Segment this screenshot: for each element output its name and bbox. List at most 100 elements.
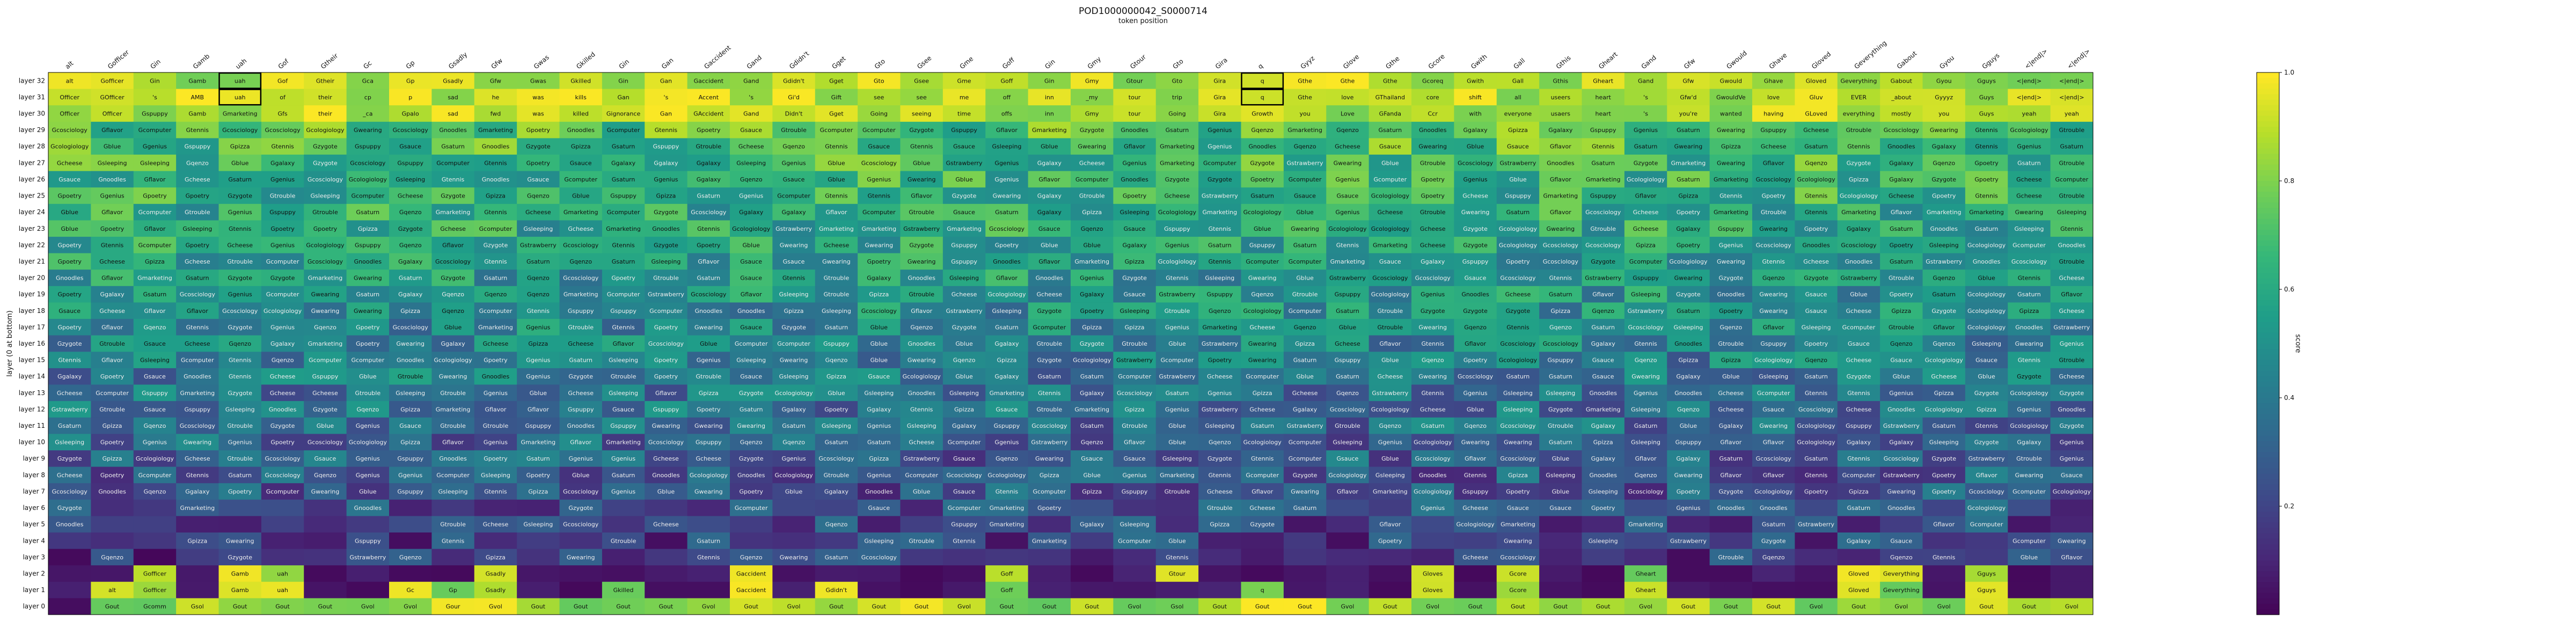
cell-token-label: Gtrouble xyxy=(2059,193,2084,200)
cell-token-label: Gnoodles xyxy=(2015,324,2043,331)
cell-token-label: Gcologiology xyxy=(1967,308,2006,315)
cell-token-label: Gnoodles xyxy=(2058,406,2086,413)
cell-token-label: Gqenzo xyxy=(1933,275,1955,282)
cell-token-label: Gqenzo xyxy=(399,209,422,216)
heatmap-cell xyxy=(1624,121,1667,138)
heatmap-cell xyxy=(1326,72,1370,90)
heatmap-cell xyxy=(1880,89,1923,106)
cell-token-label: Gcomputer xyxy=(1161,357,1194,364)
cell-token-label: Ggenius xyxy=(356,472,380,479)
cell-token-label: Gspuppy xyxy=(951,258,977,265)
cell-token-label: Gpoetry xyxy=(58,324,82,331)
heatmap-cell xyxy=(1582,549,1625,566)
heatmap-cell xyxy=(1624,105,1667,122)
cell-token-label: Gofficer xyxy=(143,587,167,594)
x-tick-label: Geverything xyxy=(1853,39,1888,70)
cell-token-label: Gout xyxy=(1681,603,1696,610)
cell-token-label: Gcheese xyxy=(1378,373,1403,380)
heatmap-cell xyxy=(261,89,304,106)
cell-token-label: Gtennis xyxy=(229,225,252,232)
cell-token-label: Gsaturn xyxy=(1293,357,1317,364)
cell-token-label: Goff xyxy=(1001,77,1013,84)
cell-token-label: Ggalaxy xyxy=(100,291,125,298)
cell-token-label: Gzygote xyxy=(313,406,338,413)
cell-token-label: Ggalaxy xyxy=(1080,390,1104,397)
cell-token-label: Gsauce xyxy=(144,340,166,347)
cell-token-label: Gcheese xyxy=(1803,258,1829,265)
cell-token-label: Gsleeping xyxy=(609,357,638,364)
cell-token-label: Ggenius xyxy=(697,357,721,364)
cell-token-label: Ggalaxy xyxy=(994,373,1019,380)
colorbar-segment xyxy=(2257,457,2279,463)
heatmap-cell xyxy=(2050,565,2094,582)
cell-token-label: Gcheese xyxy=(185,258,210,265)
cell-token-label: Gsleeping xyxy=(182,225,212,232)
cell-token-label: Gsauce xyxy=(740,127,762,134)
colorbar-segment xyxy=(2257,376,2279,382)
cell-token-label: Gflavor xyxy=(1124,439,1145,446)
cell-token-label: Gzygote xyxy=(484,242,508,249)
cell-token-label: Gnoodles xyxy=(908,340,935,347)
cell-token-label: Gflavor xyxy=(996,275,1018,282)
cell-token-label: Gamb xyxy=(231,570,249,577)
cell-token-label: Gzygote xyxy=(654,209,678,216)
heatmap-cell xyxy=(1709,581,1753,599)
heatmap-cell xyxy=(559,121,603,138)
cell-token-label: Gsaturn xyxy=(1293,505,1317,512)
heatmap-cell xyxy=(1454,72,1497,90)
cell-token-label: Gtennis xyxy=(910,143,933,150)
colorbar-segment xyxy=(2257,218,2279,225)
heatmap-cell xyxy=(900,121,943,138)
heatmap-cell xyxy=(645,532,688,550)
cell-token-label: Gzygote xyxy=(398,225,423,232)
heatmap-cell xyxy=(389,565,432,582)
colorbar-segment xyxy=(2257,479,2279,485)
heatmap-cell xyxy=(2008,499,2051,516)
cell-token-label: Gsleeping xyxy=(1546,390,1575,397)
cell-token-label: Gsauce xyxy=(783,176,805,183)
heatmap-cell xyxy=(730,121,773,138)
cell-token-label: Gspuppy xyxy=(1335,291,1361,298)
cell-token-label: Gstrawberry xyxy=(520,242,557,249)
heatmap-cell xyxy=(687,89,730,106)
cell-token-label: Gqenzo xyxy=(996,455,1018,462)
y-tick-label: layer 25 xyxy=(19,192,45,200)
cell-token-label: Ggenius xyxy=(1463,176,1488,183)
heatmap-cell xyxy=(942,138,986,155)
heatmap-cell xyxy=(517,89,560,106)
cell-token-label: Gqenzo xyxy=(953,357,976,364)
cell-token-label: Gcomputer xyxy=(96,390,129,397)
cell-token-label: Gqenzo xyxy=(782,143,805,150)
heatmap-cell xyxy=(1028,121,1071,138)
cell-token-label: Gcosciology xyxy=(1756,455,1792,462)
cell-token-label: Gtennis xyxy=(697,225,720,232)
cell-token-label: Gwearing xyxy=(865,242,894,249)
cell-token-label: Gcosciology xyxy=(1968,488,2004,495)
cell-token-label: Ggalaxy xyxy=(1037,193,1062,200)
cell-token-label: Gflavor xyxy=(1124,143,1145,150)
cell-token-label: Gqenzo xyxy=(399,242,422,249)
cell-token-label: Gpoetry xyxy=(995,242,1019,249)
cell-token-label: Gspuppy xyxy=(184,406,210,413)
cell-token-label: Gwearing xyxy=(354,275,382,282)
heatmap-cell xyxy=(1880,72,1923,90)
cell-token-label: Gsauce xyxy=(1805,308,1827,315)
cell-token-label: Gspuppy xyxy=(951,127,977,134)
heatmap-cell xyxy=(1326,549,1370,566)
cell-token-label: Gzygote xyxy=(1804,275,1828,282)
cell-token-label: Gsaturn xyxy=(441,143,465,150)
cell-token-label: Ggalaxy xyxy=(1847,537,1871,544)
heatmap-cell xyxy=(1071,549,1114,566)
cell-token-label: Gnoodles xyxy=(482,373,510,380)
cell-token-label: Gloves xyxy=(1423,587,1443,594)
cell-token-label: Gzygote xyxy=(568,505,593,512)
cell-token-label: Gmarketing xyxy=(990,505,1024,512)
cell-token-label: Gloved xyxy=(1848,587,1869,594)
cell-token-label: Ggalaxy xyxy=(1889,439,1914,446)
colorbar-segment xyxy=(2257,132,2279,138)
x-tick-label: Gand xyxy=(1640,54,1657,70)
colorbar-segment xyxy=(2257,262,2279,268)
heatmap-cell xyxy=(1283,105,1327,122)
cell-token-label: heart xyxy=(1596,111,1612,118)
cell-token-label: Gsleeping xyxy=(1589,537,1618,544)
